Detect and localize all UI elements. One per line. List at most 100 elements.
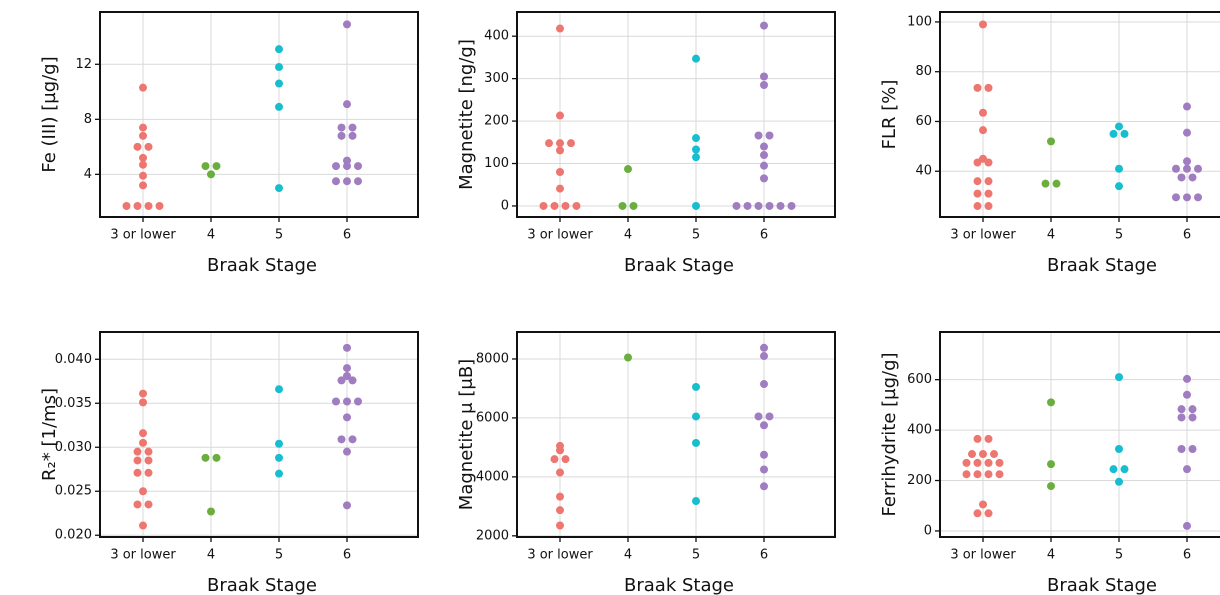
data-point bbox=[692, 201, 700, 210]
data-point bbox=[692, 412, 700, 421]
data-point bbox=[144, 142, 153, 151]
data-point bbox=[354, 397, 362, 406]
data-point bbox=[1172, 193, 1180, 202]
data-point bbox=[692, 438, 700, 447]
data-point bbox=[692, 134, 700, 143]
data-point bbox=[962, 458, 971, 467]
x-tick-label: 5 bbox=[1115, 548, 1123, 563]
x-tick-label: 3 or lower bbox=[527, 228, 593, 243]
y-tick-label: 12 bbox=[75, 57, 92, 72]
plot-frame bbox=[939, 331, 1220, 538]
data-point bbox=[348, 123, 357, 132]
y-axis-label: Ferrihydrite [µg/g] bbox=[879, 352, 900, 516]
data-point bbox=[337, 123, 346, 132]
data-point bbox=[337, 435, 346, 444]
plot-frame bbox=[516, 331, 836, 538]
data-point bbox=[1183, 128, 1191, 137]
data-point bbox=[962, 470, 971, 479]
data-point bbox=[1188, 405, 1197, 414]
x-tick-label: 4 bbox=[624, 548, 632, 563]
data-point bbox=[144, 447, 153, 456]
data-point bbox=[765, 412, 774, 421]
x-tick-label: 5 bbox=[275, 548, 283, 563]
data-point bbox=[760, 380, 768, 389]
data-point bbox=[754, 131, 763, 140]
data-point bbox=[984, 158, 993, 167]
x-tick-label: 3 or lower bbox=[527, 548, 593, 563]
data-point bbox=[760, 142, 768, 151]
plot-frame bbox=[516, 11, 836, 218]
data-point bbox=[629, 201, 638, 210]
data-point bbox=[1194, 193, 1202, 202]
data-point bbox=[275, 45, 283, 54]
data-point bbox=[556, 521, 564, 530]
data-point bbox=[1115, 182, 1123, 191]
x-tick-label: 5 bbox=[275, 228, 283, 243]
y-tick-label: 80 bbox=[915, 64, 932, 79]
data-point bbox=[155, 201, 164, 210]
data-point bbox=[348, 435, 357, 444]
data-point bbox=[1183, 193, 1191, 202]
data-point bbox=[1188, 173, 1197, 182]
data-point bbox=[760, 72, 768, 81]
data-point bbox=[973, 509, 982, 518]
x-tick-label: 5 bbox=[1115, 228, 1123, 243]
data-point bbox=[207, 507, 215, 516]
data-point bbox=[1183, 164, 1191, 173]
x-axis-label: Braak Stage bbox=[207, 255, 317, 276]
data-point bbox=[995, 470, 1004, 479]
data-point bbox=[343, 20, 351, 29]
data-point bbox=[122, 201, 131, 210]
y-tick-label: 0.040 bbox=[55, 352, 92, 367]
data-point bbox=[973, 158, 982, 167]
data-point bbox=[760, 421, 768, 430]
data-point bbox=[139, 398, 147, 407]
data-point bbox=[984, 202, 993, 211]
data-point bbox=[979, 20, 987, 29]
data-point bbox=[343, 162, 351, 171]
data-point bbox=[201, 453, 210, 462]
x-tick-label: 6 bbox=[1183, 548, 1191, 563]
data-point bbox=[973, 434, 982, 443]
data-point bbox=[743, 201, 752, 210]
data-point bbox=[984, 434, 993, 443]
data-point bbox=[979, 450, 987, 459]
data-point bbox=[1194, 164, 1202, 173]
data-point bbox=[1177, 405, 1186, 414]
y-tick-label: 0.025 bbox=[55, 484, 92, 499]
data-point bbox=[556, 146, 564, 155]
data-point bbox=[984, 509, 993, 518]
data-point bbox=[556, 492, 564, 501]
data-point bbox=[760, 482, 768, 491]
data-point bbox=[343, 177, 351, 186]
x-tick-label: 6 bbox=[760, 228, 768, 243]
data-point bbox=[144, 201, 153, 210]
y-tick-label: 300 bbox=[484, 71, 509, 86]
y-tick-label: 200 bbox=[484, 114, 509, 129]
x-axis-label: Braak Stage bbox=[1047, 255, 1157, 276]
data-point bbox=[144, 456, 153, 465]
data-point bbox=[550, 455, 559, 464]
data-point bbox=[139, 123, 147, 132]
data-point bbox=[343, 447, 351, 456]
data-point bbox=[348, 376, 357, 385]
x-tick-label: 4 bbox=[1047, 228, 1055, 243]
plot-frame bbox=[99, 11, 419, 218]
data-point bbox=[1115, 444, 1123, 453]
data-point bbox=[275, 102, 283, 111]
y-tick-label: 0.020 bbox=[55, 528, 92, 543]
data-point bbox=[139, 83, 147, 92]
data-point bbox=[1052, 179, 1061, 188]
data-point bbox=[973, 177, 982, 186]
data-point bbox=[139, 521, 147, 530]
x-tick-label: 6 bbox=[343, 548, 351, 563]
data-point bbox=[561, 455, 570, 464]
y-tick-label: 4 bbox=[84, 167, 92, 182]
x-tick-label: 3 or lower bbox=[950, 548, 1016, 563]
data-point bbox=[1047, 398, 1055, 407]
data-point bbox=[1120, 129, 1129, 138]
y-tick-label: 8 bbox=[84, 112, 92, 127]
data-point bbox=[760, 465, 768, 474]
x-tick-label: 3 or lower bbox=[110, 228, 176, 243]
data-point bbox=[1120, 465, 1129, 474]
